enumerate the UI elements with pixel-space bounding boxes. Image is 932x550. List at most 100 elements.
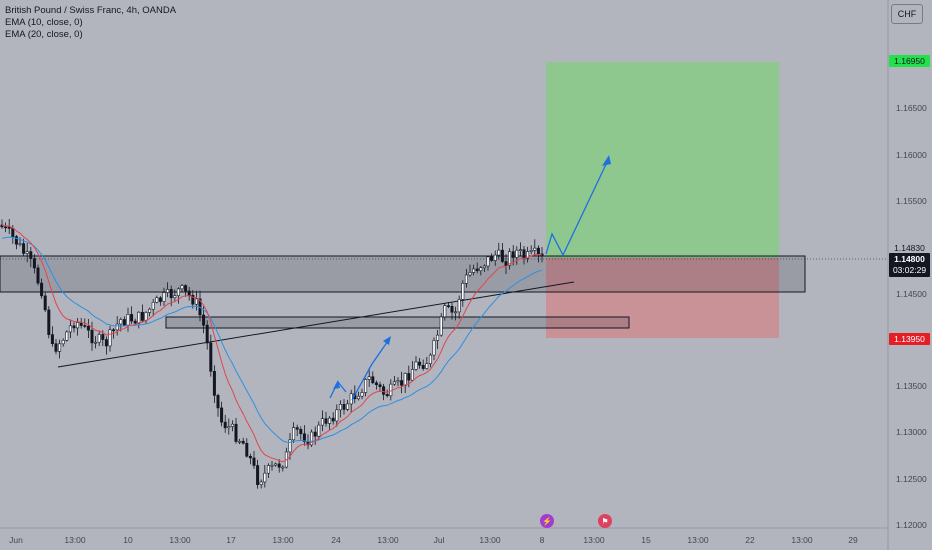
- candle-body: [18, 243, 22, 245]
- ema-10-legend[interactable]: EMA (10, close, 0): [5, 17, 83, 28]
- resistance-zone-box[interactable]: [0, 255, 806, 293]
- candle-body: [281, 466, 285, 469]
- price-label: 1.14500: [896, 288, 927, 299]
- candle-body: [86, 325, 90, 331]
- ema-20-legend[interactable]: EMA (20, close, 0): [5, 29, 83, 40]
- candlesticks: [0, 218, 544, 489]
- time-label: 15: [641, 535, 651, 545]
- candle-body: [130, 314, 134, 322]
- candle-body: [385, 394, 389, 397]
- candle-body: [68, 325, 72, 333]
- candle-body: [515, 249, 519, 258]
- time-label: 13:00: [791, 535, 813, 545]
- candle-body: [472, 268, 476, 273]
- candle-body: [158, 297, 162, 302]
- currency-button[interactable]: CHF: [891, 4, 923, 24]
- candle-body: [479, 267, 483, 272]
- price-label: 1.16500: [896, 103, 927, 114]
- bar-countdown: 03:02:29: [892, 265, 927, 275]
- time-label: Jul: [433, 535, 445, 545]
- candle-body: [202, 314, 206, 326]
- stop-loss-badge: 1.13950: [889, 333, 930, 345]
- price-label: 1.15500: [896, 195, 927, 206]
- support-zone-box[interactable]: [165, 316, 630, 329]
- candle-body: [378, 384, 382, 387]
- candle-body: [126, 314, 130, 326]
- ema-20-line: [1, 236, 543, 443]
- candle-body: [220, 407, 224, 423]
- candle-body: [482, 265, 486, 269]
- candle-body: [169, 289, 173, 299]
- candle-body: [360, 392, 364, 397]
- candle-body: [137, 311, 141, 324]
- ema-10-line: [1, 224, 543, 463]
- time-label: 10: [123, 535, 133, 545]
- candle-body: [274, 463, 278, 466]
- candle-body: [468, 272, 472, 276]
- candle-body: [47, 309, 51, 335]
- projection-arrow-small-2[interactable]: [351, 337, 391, 401]
- arrowhead-small-1: [333, 380, 340, 389]
- time-label: 13:00: [377, 535, 399, 545]
- candle-body: [346, 403, 350, 410]
- candle-body: [7, 226, 11, 229]
- candle-body: [112, 329, 116, 332]
- candle-body: [338, 404, 342, 411]
- candle-body: [288, 439, 292, 453]
- target-zone[interactable]: [546, 62, 779, 258]
- flag-icon[interactable]: ⚑: [598, 514, 612, 528]
- candle-body: [364, 379, 368, 393]
- candle-body: [331, 417, 335, 422]
- candle-body: [328, 417, 332, 424]
- candle-body: [61, 339, 65, 345]
- time-label: 13:00: [583, 535, 605, 545]
- time-label: 13:00: [479, 535, 501, 545]
- candle-body: [493, 254, 497, 261]
- candle-body: [446, 305, 450, 307]
- candle-body: [533, 247, 537, 251]
- candle-body: [29, 251, 33, 259]
- price-label: 1.12000: [896, 520, 927, 530]
- candle-body: [425, 363, 429, 369]
- candle-body: [320, 418, 324, 426]
- symbol-title[interactable]: British Pound / Swiss Franc, 4h, OANDA: [5, 5, 177, 16]
- candle-body: [104, 339, 108, 347]
- time-label: 13:00: [169, 535, 191, 545]
- candle-body: [428, 354, 432, 364]
- candle-body: [212, 371, 216, 396]
- candle-body: [418, 361, 422, 366]
- candle-body: [40, 282, 44, 297]
- candle-body: [299, 428, 303, 435]
- candle-body: [76, 322, 80, 329]
- candle-body: [475, 268, 479, 272]
- candle-body: [36, 267, 40, 284]
- candle-body: [295, 427, 299, 430]
- candle-body: [310, 431, 314, 446]
- time-label: 13:00: [687, 535, 709, 545]
- candle-body: [180, 285, 184, 290]
- candle-body: [410, 369, 414, 381]
- candle-body: [382, 386, 386, 395]
- candle-body: [335, 409, 339, 422]
- candle-body: [526, 251, 530, 259]
- candle-body: [497, 249, 501, 256]
- candle-body: [414, 361, 418, 370]
- candle-body: [216, 395, 220, 409]
- candle-body: [97, 334, 101, 343]
- candle-body: [115, 323, 119, 331]
- lightning-icon[interactable]: ⚡: [540, 514, 554, 528]
- candle-body: [392, 381, 396, 385]
- projection-arrow-main[interactable]: [545, 157, 610, 257]
- candle-body: [389, 383, 393, 397]
- candle-body: [486, 256, 490, 267]
- candle-body: [238, 440, 242, 443]
- trendline[interactable]: [57, 281, 575, 368]
- candle-body: [504, 261, 508, 266]
- candle-body: [241, 440, 245, 444]
- candle-body: [396, 380, 400, 383]
- time-label: 13:00: [272, 535, 294, 545]
- candle-body: [191, 294, 195, 305]
- stop-zone[interactable]: [546, 258, 779, 338]
- candle-body: [234, 423, 238, 442]
